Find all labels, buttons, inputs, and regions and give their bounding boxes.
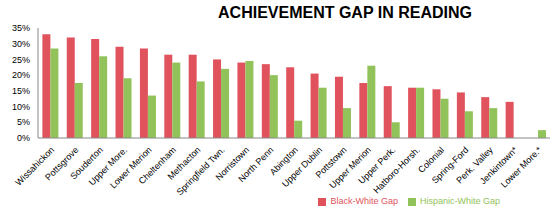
svg-text:Spring-Ford: Spring-Ford: [429, 144, 471, 186]
svg-text:5%: 5%: [17, 117, 30, 127]
svg-text:Jenkintown*: Jenkintown*: [478, 144, 520, 187]
svg-text:North Penn: North Penn: [236, 145, 275, 184]
svg-text:Souderton: Souderton: [68, 144, 105, 182]
svg-text:Upper Perk.: Upper Perk.: [356, 144, 398, 186]
html-text:ACHIEVEMENT GAP IN READING: ACHIEVEMENT GAP IN READING: [218, 4, 472, 21]
svg-text:Abington: Abington: [267, 144, 300, 178]
svg-text:Cheltenham: Cheltenham: [136, 144, 178, 187]
svg-text:Upper More.: Upper More.: [86, 144, 130, 188]
svg-text:25%: 25%: [12, 55, 30, 65]
svg-text:Lower Merion: Lower Merion: [108, 144, 154, 191]
svg-text:10%: 10%: [12, 102, 30, 112]
svg-text:Lower More.*: Lower More.*: [499, 145, 544, 190]
svg-text:15%: 15%: [12, 86, 30, 96]
html-text:Hispanic-White Gap: Hispanic-White Gap: [420, 196, 500, 206]
svg-text:Wissahickon: Wissahickon: [13, 144, 57, 188]
svg-text:Upper Dublin: Upper Dublin: [280, 145, 324, 189]
svg-text:Perk. Valley: Perk. Valley: [454, 144, 495, 186]
html-text:Black-White Gap: Black-White Gap: [330, 196, 398, 206]
svg-text:Methacton: Methacton: [165, 144, 203, 182]
svg-text:35%: 35%: [12, 23, 30, 33]
svg-text:30%: 30%: [12, 39, 30, 49]
svg-text:Pottstown: Pottstown: [313, 144, 349, 180]
svg-text:20%: 20%: [12, 70, 30, 80]
svg-text:Hatboro-Horsh.: Hatboro-Horsh.: [371, 145, 422, 196]
svg-text:Colonial: Colonial: [416, 144, 447, 175]
svg-text:0%: 0%: [17, 133, 30, 143]
svg-text:Springfield Twn.: Springfield Twn.: [174, 144, 227, 198]
svg-text:Norristown: Norristown: [213, 144, 252, 183]
svg-text:Pottsgrove: Pottsgrove: [43, 144, 81, 183]
svg-text:Upper Merion: Upper Merion: [327, 144, 374, 191]
